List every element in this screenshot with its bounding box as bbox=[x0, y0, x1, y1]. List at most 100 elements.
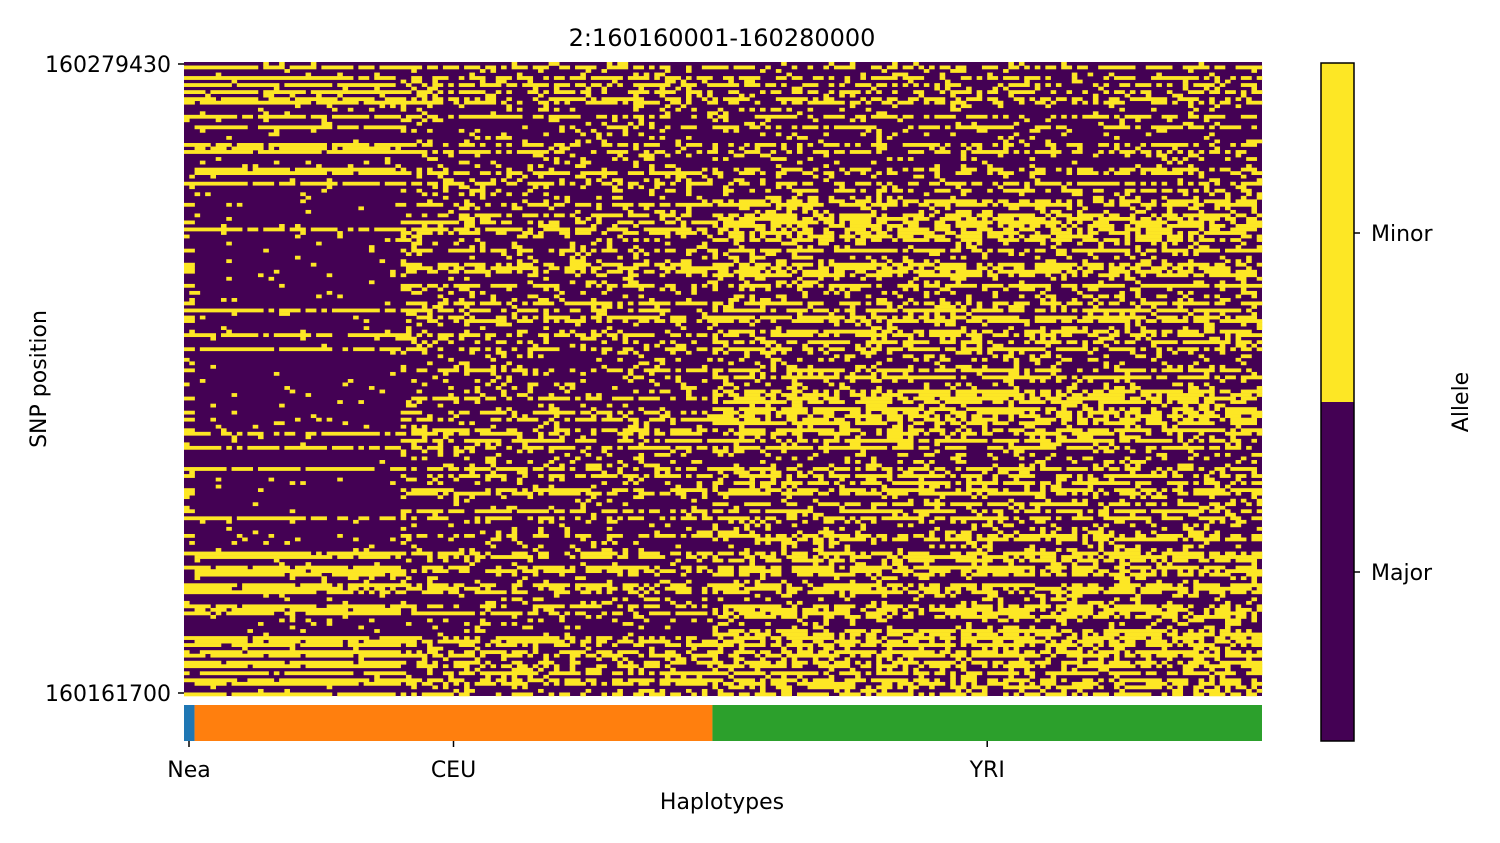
heatmap-cell-minor bbox=[791, 280, 798, 285]
heatmap-cell-minor bbox=[548, 449, 555, 454]
heatmap-cell-minor bbox=[495, 533, 502, 538]
heatmap-cell-minor bbox=[987, 452, 993, 457]
heatmap-cell-minor bbox=[934, 449, 940, 454]
heatmap-cell-minor bbox=[723, 400, 787, 404]
heatmap-cell-minor bbox=[437, 224, 444, 228]
heatmap-cell-minor bbox=[638, 435, 645, 440]
heatmap-cell-minor bbox=[1145, 449, 1152, 454]
heatmap-cell-minor bbox=[199, 100, 312, 105]
heatmap-cell-minor bbox=[1140, 329, 1157, 334]
heatmap-cell-minor bbox=[712, 428, 719, 433]
heatmap-cell-minor bbox=[569, 262, 592, 267]
heatmap-cell-minor bbox=[823, 114, 845, 119]
heatmap-cell-minor bbox=[559, 523, 565, 528]
heatmap-cell-minor bbox=[548, 484, 555, 489]
heatmap-cell-minor bbox=[754, 361, 761, 366]
heatmap-cell-minor bbox=[717, 565, 734, 570]
heatmap-cell-minor bbox=[733, 128, 740, 133]
heatmap-cell-minor bbox=[1024, 597, 1030, 602]
heatmap-cell-minor bbox=[448, 153, 454, 158]
heatmap-cell-minor bbox=[469, 347, 481, 352]
heatmap-cell-minor bbox=[511, 65, 528, 70]
heatmap-cell-minor bbox=[1108, 502, 1131, 507]
heatmap-cell-minor bbox=[231, 607, 285, 612]
heatmap-cell-minor bbox=[781, 544, 787, 549]
heatmap-cell-minor bbox=[659, 579, 671, 584]
heatmap-cell-minor bbox=[696, 333, 708, 338]
heatmap-cell-minor bbox=[1124, 322, 1131, 327]
heatmap-cell-minor bbox=[548, 611, 560, 616]
heatmap-cell-minor bbox=[944, 414, 951, 419]
heatmap-cell-minor bbox=[1129, 523, 1136, 528]
heatmap-cell-minor bbox=[379, 259, 386, 264]
heatmap-cell-minor bbox=[453, 452, 460, 457]
heatmap-cell-minor bbox=[950, 93, 956, 98]
heatmap-cell-minor bbox=[675, 604, 687, 609]
heatmap-cell-minor bbox=[1050, 523, 1057, 528]
heatmap-cell-minor bbox=[886, 171, 898, 176]
heatmap-cell-minor bbox=[1246, 255, 1252, 260]
heatmap-cell-minor bbox=[1230, 576, 1236, 581]
heatmap-cell-minor bbox=[1135, 245, 1141, 249]
heatmap-cell-minor bbox=[1156, 491, 1162, 496]
heatmap-cell-minor bbox=[1092, 442, 1099, 447]
heatmap-cell-minor bbox=[1055, 477, 1067, 482]
heatmap-cell-minor bbox=[585, 569, 602, 574]
heatmap-cell-minor bbox=[1008, 400, 1014, 404]
heatmap-cell-minor bbox=[881, 558, 888, 563]
heatmap-cell-minor bbox=[712, 509, 724, 514]
heatmap-cell-minor bbox=[781, 551, 787, 556]
heatmap-cell-minor bbox=[881, 562, 888, 566]
heatmap-cell-minor bbox=[479, 611, 486, 616]
heatmap-cell-minor bbox=[1214, 262, 1226, 267]
heatmap-cell-minor bbox=[516, 477, 523, 482]
heatmap-cell-minor bbox=[865, 301, 872, 306]
heatmap-cell-minor bbox=[686, 474, 692, 478]
heatmap-cell-minor bbox=[839, 287, 845, 292]
heatmap-cell-minor bbox=[934, 259, 940, 264]
heatmap-cell-minor bbox=[1055, 481, 1062, 485]
heatmap-cell-minor bbox=[659, 414, 671, 419]
heatmap-cell-minor bbox=[897, 283, 919, 288]
heatmap-cell-minor bbox=[411, 396, 428, 401]
heatmap-cell-minor bbox=[649, 121, 655, 126]
heatmap-cell-minor bbox=[680, 234, 687, 239]
heatmap-cell-minor bbox=[818, 431, 851, 436]
heatmap-cell-minor bbox=[981, 597, 993, 602]
heatmap-cell-minor bbox=[231, 79, 238, 84]
heatmap-cell-minor bbox=[712, 502, 729, 507]
heatmap-cell-minor bbox=[638, 551, 660, 556]
heatmap-cell-minor bbox=[1161, 502, 1168, 507]
heatmap-cell-minor bbox=[823, 220, 835, 225]
heatmap-cell-minor bbox=[1034, 100, 1046, 105]
heatmap-cell-minor bbox=[1108, 442, 1115, 447]
heatmap-cell-minor bbox=[833, 435, 840, 440]
heatmap-cell-minor bbox=[194, 192, 201, 197]
heatmap-cell-minor bbox=[374, 76, 396, 80]
heatmap-cell-minor bbox=[770, 333, 814, 338]
heatmap-cell-minor bbox=[786, 371, 792, 376]
heatmap-cell-minor bbox=[220, 231, 227, 235]
heatmap-cell-minor bbox=[495, 231, 507, 235]
heatmap-cell-minor bbox=[955, 220, 993, 225]
heatmap-cell-minor bbox=[1198, 245, 1210, 249]
heatmap-cell-minor bbox=[1077, 618, 1083, 623]
heatmap-cell-minor bbox=[870, 379, 882, 383]
heatmap-cell-minor bbox=[1055, 435, 1067, 440]
heatmap-cell-minor bbox=[1098, 544, 1104, 549]
heatmap-cell-minor bbox=[876, 283, 882, 288]
heatmap-cell-minor bbox=[823, 153, 829, 158]
heatmap-cell-minor bbox=[918, 368, 930, 373]
heatmap-cell-minor bbox=[1029, 435, 1036, 440]
heatmap-cell-minor bbox=[516, 319, 534, 323]
heatmap-cell-minor bbox=[1013, 530, 1020, 535]
heatmap-cell-minor bbox=[738, 572, 750, 577]
heatmap-cell-minor bbox=[1135, 118, 1141, 123]
heatmap-cell-minor bbox=[781, 62, 787, 66]
heatmap-cell-minor bbox=[400, 526, 407, 531]
heatmap-cell-minor bbox=[1188, 530, 1205, 535]
heatmap-cell-minor bbox=[1114, 76, 1136, 80]
heatmap-cell-minor bbox=[1145, 611, 1178, 616]
heatmap-cell-minor bbox=[353, 607, 401, 612]
heatmap-cell-minor bbox=[516, 470, 528, 475]
